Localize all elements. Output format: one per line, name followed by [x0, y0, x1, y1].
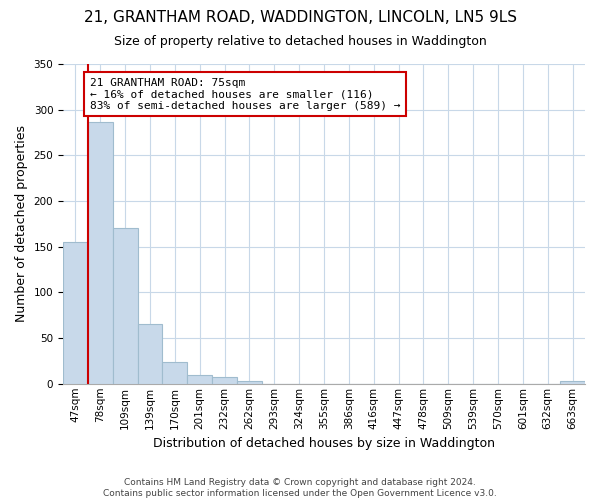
Bar — [212, 378, 237, 384]
Y-axis label: Number of detached properties: Number of detached properties — [15, 126, 28, 322]
Bar — [113, 228, 137, 384]
X-axis label: Distribution of detached houses by size in Waddington: Distribution of detached houses by size … — [153, 437, 495, 450]
Bar — [237, 381, 262, 384]
Bar — [63, 242, 88, 384]
Bar — [560, 381, 585, 384]
Bar — [137, 324, 163, 384]
Text: 21 GRANTHAM ROAD: 75sqm
← 16% of detached houses are smaller (116)
83% of semi-d: 21 GRANTHAM ROAD: 75sqm ← 16% of detache… — [90, 78, 400, 111]
Bar — [163, 362, 187, 384]
Text: Size of property relative to detached houses in Waddington: Size of property relative to detached ho… — [113, 35, 487, 48]
Text: Contains HM Land Registry data © Crown copyright and database right 2024.
Contai: Contains HM Land Registry data © Crown c… — [103, 478, 497, 498]
Text: 21, GRANTHAM ROAD, WADDINGTON, LINCOLN, LN5 9LS: 21, GRANTHAM ROAD, WADDINGTON, LINCOLN, … — [83, 10, 517, 25]
Bar — [88, 122, 113, 384]
Bar — [187, 374, 212, 384]
